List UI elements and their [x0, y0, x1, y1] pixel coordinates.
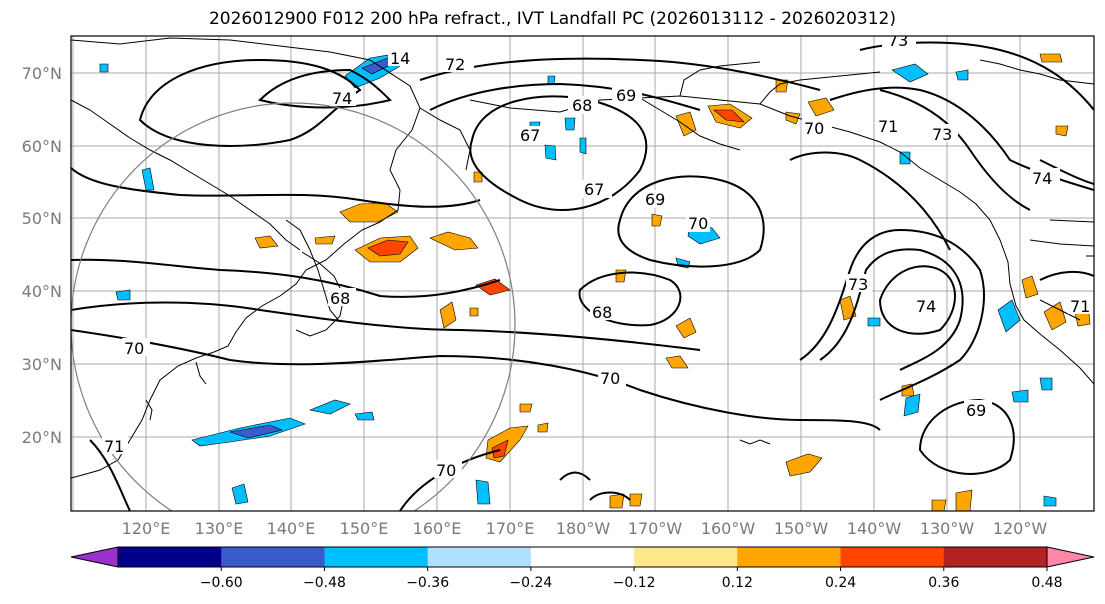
landfall-circle — [71, 102, 516, 511]
contour-label: 68 — [592, 303, 612, 322]
map-title: 2026012900 F012 200 hPa refract., IVT La… — [208, 9, 896, 29]
colorbar-tick-label: −0.36 — [406, 575, 449, 591]
contour-label: 68 — [330, 289, 350, 308]
colorbar-tick-label: 0.12 — [722, 575, 753, 591]
lat-label: 70°N — [22, 64, 62, 83]
contour-label: 70 — [688, 214, 708, 233]
colorbar-segment — [634, 547, 738, 567]
contour-label: 73 — [932, 125, 952, 144]
colorbar-tick-label: −0.12 — [613, 575, 656, 591]
lat-label: 40°N — [22, 282, 62, 301]
contour-label: 70 — [124, 339, 144, 358]
lat-label: 60°N — [22, 137, 62, 156]
longitude-labels: 120°E 130°E 140°E 150°E 160°E 170°E 180°… — [122, 519, 1048, 538]
contour-label: 70 — [436, 461, 456, 480]
contour-label: 69 — [616, 86, 636, 105]
contour-label: 67 — [584, 180, 604, 199]
colorbar-tick-label: −0.48 — [303, 575, 346, 591]
lon-label: 160°W — [701, 519, 756, 538]
lat-label: 30°N — [22, 355, 62, 374]
contour-label: 73 — [888, 31, 908, 50]
contour-label: 74 — [332, 89, 352, 108]
lon-label: 140°E — [267, 519, 316, 538]
negative-ivt-patches — [99, 53, 1057, 507]
contour-lines — [71, 41, 1094, 511]
colorbar-segment — [530, 547, 635, 567]
lon-label: 120°E — [122, 519, 171, 538]
colorbar-tick-label: −0.24 — [509, 575, 552, 591]
lon-label: 150°W — [774, 519, 829, 538]
colorbar-segment — [427, 547, 532, 567]
contour-label: 71 — [1070, 297, 1090, 316]
lon-label: 160°E — [413, 519, 462, 538]
contour-label: 71 — [104, 437, 124, 456]
contour-label: 69 — [966, 401, 986, 420]
colorbar-segment — [943, 547, 1048, 567]
map-frame — [70, 35, 1095, 512]
colorbar-segment — [324, 547, 429, 567]
colorbar-segment — [840, 547, 945, 567]
colorbar-tick-label: −0.60 — [200, 575, 243, 591]
contour-label: 74 — [1032, 169, 1052, 188]
colorbar-tick-label: 0.36 — [928, 575, 959, 591]
contour-label: 69 — [645, 190, 665, 209]
lon-label: 120°W — [993, 519, 1048, 538]
colorbar-left-extend — [70, 546, 119, 568]
colorbar-tick-label: 0.24 — [825, 575, 856, 591]
contour-label: 72 — [445, 55, 465, 74]
lat-label: 20°N — [22, 428, 62, 447]
colorbar-border — [117, 546, 1048, 568]
contour-label: 67 — [520, 126, 540, 145]
colorbar-segment — [737, 547, 842, 567]
lon-label: 150°E — [340, 519, 389, 538]
lon-label: 170°E — [486, 519, 535, 538]
coastlines — [71, 37, 1094, 479]
lon-label: 180°W — [556, 519, 611, 538]
contour-label: 70 — [600, 369, 620, 388]
contour-label: 73 — [848, 275, 868, 294]
colorbar-segment — [221, 547, 325, 567]
lon-label: 130°W — [920, 519, 975, 538]
colorbar-segment — [118, 547, 222, 567]
contour-label: 70 — [804, 119, 824, 138]
lon-label: 170°W — [628, 519, 683, 538]
contour-label-group: 73 72 14 68 69 67 69 70 70 71 73 74 67 — [102, 31, 1094, 480]
lon-label: 130°E — [195, 519, 244, 538]
contour-label: 68 — [572, 96, 592, 115]
colorbar-right-extend — [1046, 546, 1095, 568]
colorbar-tick-label: 0.48 — [1031, 575, 1062, 591]
colorbar: −0.60 −0.48 −0.36 −0.24 −0.12 0.12 0.24 0.36 0.4… — [70, 546, 1095, 591]
lat-label: 50°N — [22, 209, 62, 228]
latitude-labels: 70°N 60°N 50°N 40°N 30°N 20°N — [22, 64, 62, 447]
contour-label: 71 — [878, 117, 898, 136]
contour-label: 14 — [390, 49, 410, 68]
contour-label: 74 — [916, 297, 936, 316]
positive-ivt-patches — [254, 53, 1091, 511]
lon-label: 140°W — [847, 519, 902, 538]
